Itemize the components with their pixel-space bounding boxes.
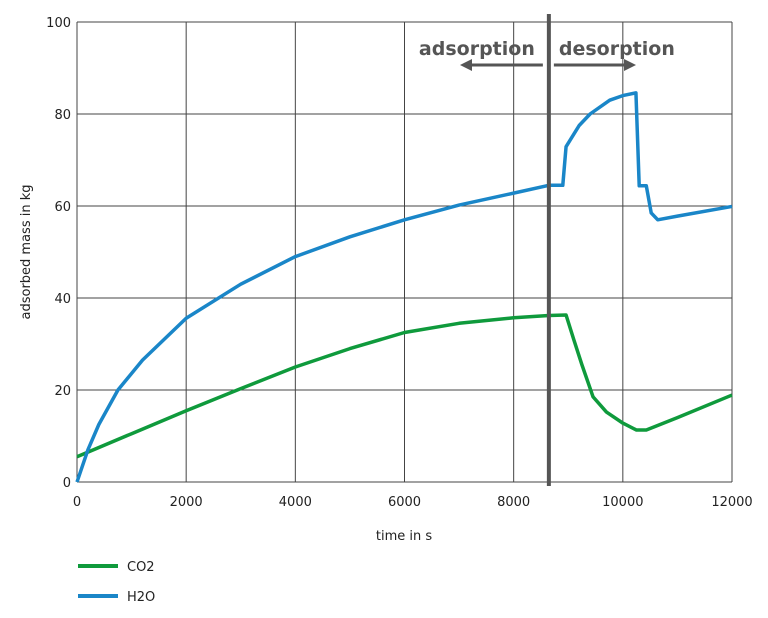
series-line-h2o [75, 91, 733, 483]
series-line-co2 [76, 313, 733, 459]
x-tick-label: 12000 [711, 495, 752, 510]
y-tick-label: 80 [54, 108, 71, 123]
x-tick-label: 0 [73, 495, 81, 510]
adsorption-arrowhead [460, 59, 472, 71]
x-tick-label: 6000 [388, 495, 421, 510]
x-tick-label: 8000 [497, 495, 530, 510]
legend-label-h2o: H2O [127, 590, 155, 605]
y-tick-label: 20 [54, 384, 71, 399]
adsorption-label: adsorption [419, 38, 535, 60]
desorption-label: desorption [559, 38, 675, 60]
y-tick-label: 0 [63, 476, 71, 491]
y-tick-label: 60 [54, 200, 71, 215]
x-axis-label: time in s [376, 529, 432, 544]
legend: CO2 H2O [78, 560, 155, 605]
grid [76, 21, 733, 483]
series-lines [75, 91, 733, 483]
y-tick-label: 40 [54, 292, 71, 307]
legend-label-co2: CO2 [127, 560, 155, 575]
y-axis-label: adsorbed mass in kg [19, 185, 34, 320]
phase-annotations: adsorption desorption [419, 14, 675, 486]
x-tick-label: 4000 [279, 495, 312, 510]
y-tick-label: 100 [46, 16, 71, 31]
tick-labels: 0 2000 4000 6000 8000 10000 12000 0 20 40 60 80 100 [46, 16, 753, 510]
x-tick-label: 2000 [170, 495, 203, 510]
x-tick-label: 10000 [602, 495, 643, 510]
desorption-arrowhead [624, 59, 636, 71]
